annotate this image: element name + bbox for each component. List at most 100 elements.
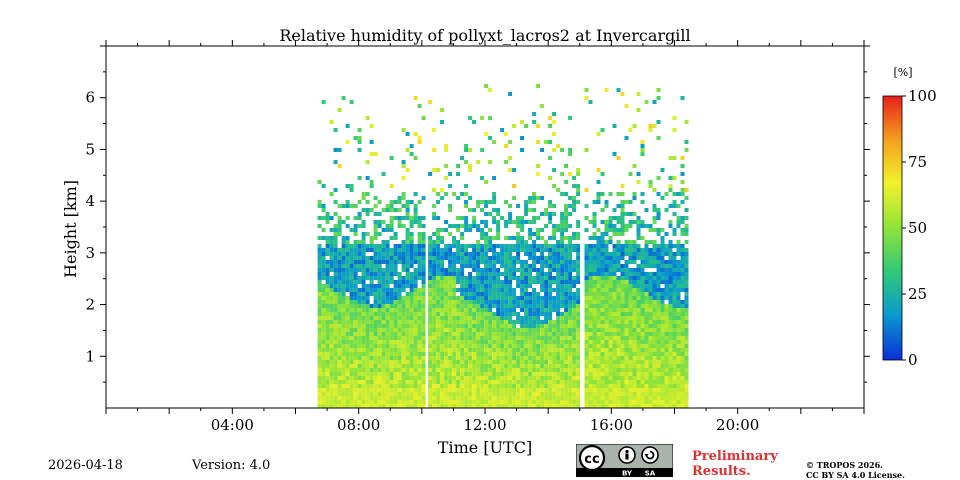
heatmap-cell [652,352,657,356]
heatmap-cell [357,404,362,408]
heatmap-cell [440,356,445,360]
heatmap-cell [576,168,581,172]
heatmap-cell [552,288,557,292]
heatmap-cell [620,372,625,376]
heatmap-cell [484,360,489,364]
heatmap-cell [516,256,521,260]
heatmap-cell [504,364,509,368]
heatmap-cell [444,164,449,168]
heatmap-cell [640,328,645,332]
heatmap-cell [444,328,449,332]
heatmap-cell [361,400,366,404]
heatmap-cell [492,364,497,368]
heatmap-cell [624,244,629,248]
heatmap-cell [672,400,677,404]
heatmap-cell [624,292,629,296]
heatmap-cell [680,280,685,284]
heatmap-cell [592,220,597,224]
heatmap-cell [640,144,645,148]
heatmap-cell [464,324,469,328]
heatmap-cell [385,248,390,252]
heatmap-cell [353,360,358,364]
heatmap-cell [644,340,649,344]
heatmap-cell [544,312,549,316]
heatmap-cell [592,352,597,356]
heatmap-cell [460,156,465,160]
heatmap-cell [680,180,685,184]
heatmap-cell [432,296,437,300]
heatmap-cell [361,392,366,396]
heatmap-cell [568,240,573,244]
heatmap-cell [329,356,334,360]
heatmap-cell [393,308,398,312]
heatmap-cell [644,404,649,408]
heatmap-cell [516,380,521,384]
heatmap-cell [620,292,625,296]
heatmap-cell [397,324,402,328]
heatmap-cell [436,168,441,172]
heatmap-cell [353,344,358,348]
heatmap-cell [440,312,445,316]
heatmap-cell [444,256,449,260]
heatmap-cell [568,328,573,332]
heatmap-cell [568,148,573,152]
heatmap-cell [500,380,505,384]
heatmap-cell [321,184,326,188]
heatmap-cell [584,248,589,252]
heatmap-cell [385,340,390,344]
heatmap-cell [600,296,605,300]
heatmap-cell [484,244,489,248]
heatmap-cell [464,284,469,288]
heatmap-cell [644,348,649,352]
heatmap-cell [524,284,529,288]
heatmap-cell [600,304,605,308]
heatmap-cell [664,340,669,344]
heatmap-cell [440,304,445,308]
heatmap-cell [640,348,645,352]
heatmap-cell [428,300,433,304]
heatmap-cell [680,256,685,260]
heatmap-cell [664,252,669,256]
heatmap-cell [476,320,481,324]
heatmap-cell [417,272,422,276]
heatmap-cell [552,228,557,232]
heatmap-cell [444,360,449,364]
heatmap-cell [524,336,529,340]
heatmap-cell [428,324,433,328]
heatmap-cell [452,280,457,284]
heatmap-cell [329,340,334,344]
heatmap-cell [496,340,501,344]
heatmap-cell [552,396,557,400]
heatmap-cell [369,140,374,144]
heatmap-cell [532,300,537,304]
heatmap-cell [552,232,557,236]
heatmap-cell [564,308,569,312]
heatmap-cell [393,272,398,276]
heatmap-cell [604,284,609,288]
heatmap-cell [520,136,525,140]
heatmap-cell [524,268,529,272]
heatmap-cell [333,352,338,356]
heatmap-cell [680,232,685,236]
heatmap-cell [500,280,505,284]
heatmap-cell [337,368,342,372]
heatmap-cell [456,396,461,400]
heatmap-cell [325,364,330,368]
heatmap-cell [500,376,505,380]
heatmap-cell [385,312,390,316]
heatmap-cell [652,300,657,304]
heatmap-cell [500,216,505,220]
heatmap-cell [584,288,589,292]
heatmap-cell [584,352,589,356]
heatmap-cell [417,360,422,364]
heatmap-cell [652,216,657,220]
heatmap-cell [353,340,358,344]
heatmap-cell [604,252,609,256]
heatmap-cell [349,364,354,368]
heatmap-cell [632,284,637,288]
heatmap-cell [369,324,374,328]
heatmap-cell [393,380,398,384]
heatmap-cell [624,272,629,276]
heatmap-cell [648,400,653,404]
heatmap-cell [680,300,685,304]
